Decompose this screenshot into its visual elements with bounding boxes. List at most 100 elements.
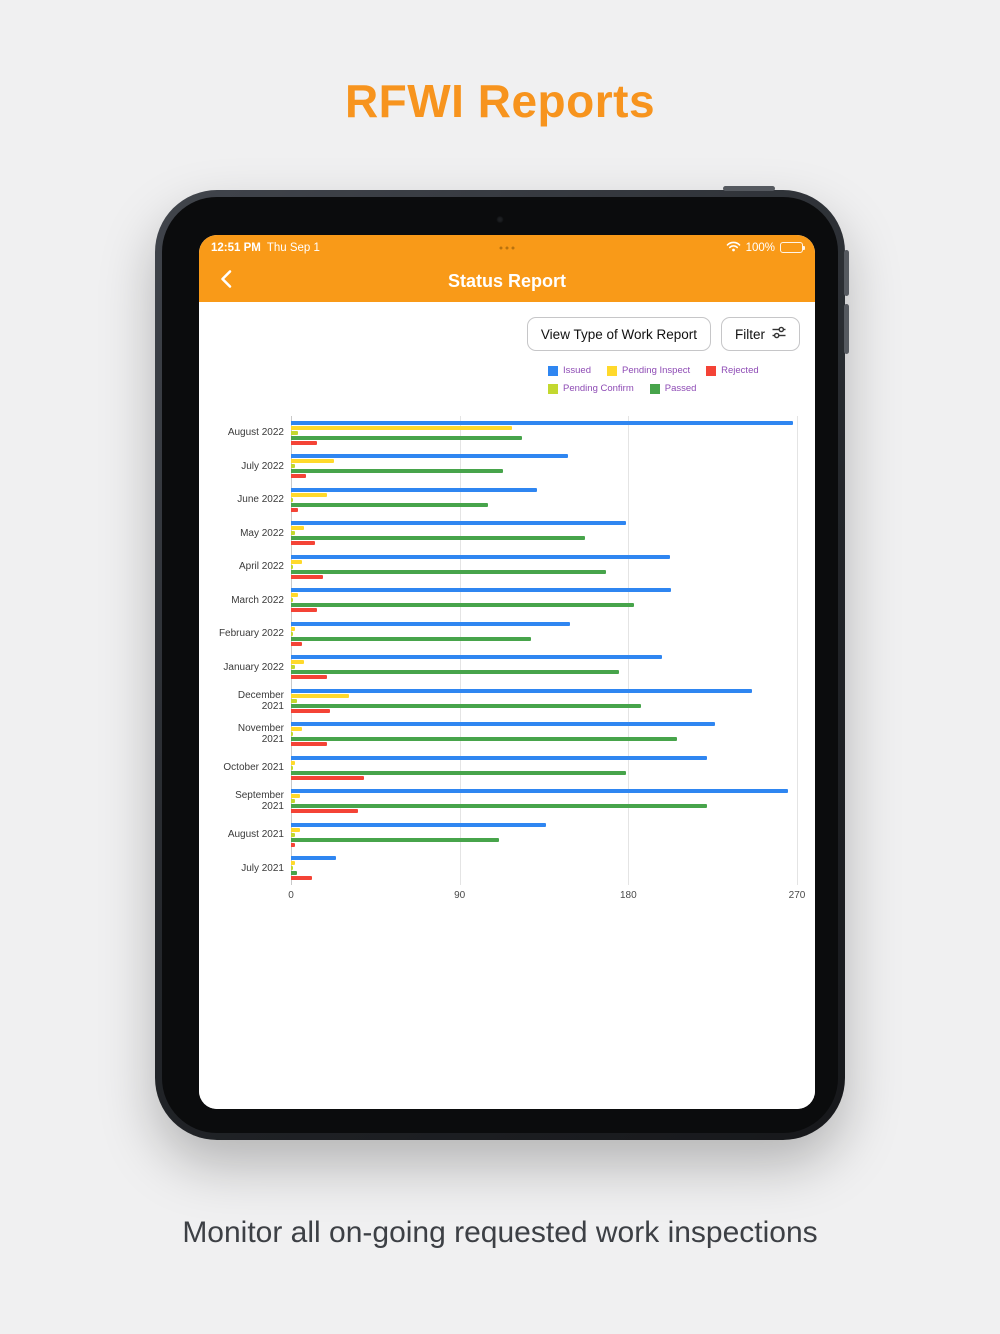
- category-label: December 2021: [237, 689, 284, 712]
- category-label: November 2021: [237, 723, 284, 746]
- x-axis-labels: 0 90 180 270: [288, 885, 805, 905]
- bar-pending-confirm: [291, 866, 293, 871]
- toolbar: View Type of Work Report Filter: [199, 317, 815, 351]
- volume-up-button: [844, 250, 849, 296]
- bar-pending-inspect: [291, 425, 513, 430]
- gridline: [797, 416, 798, 885]
- chart-row: August 2022: [213, 416, 797, 450]
- bar-issued: [291, 822, 546, 827]
- ipad-mockup: 12:51 PM Thu Sep 1 100%: [155, 186, 849, 1140]
- category-label: October 2021: [223, 762, 284, 774]
- bar-pending-confirm: [291, 698, 297, 703]
- legend-swatch-icon: [607, 365, 617, 376]
- bar-passed: [291, 871, 297, 876]
- bar-pending-inspect: [291, 492, 327, 497]
- bar-group: [291, 521, 797, 546]
- bar-pending-inspect: [291, 727, 303, 732]
- bar-issued: [291, 655, 663, 660]
- bar-pending-confirm: [291, 765, 293, 770]
- gridline: [459, 416, 461, 885]
- chart-row: January 2022: [213, 651, 797, 685]
- ipad-bezel: 12:51 PM Thu Sep 1 100%: [162, 197, 838, 1133]
- bar-group: [291, 487, 797, 512]
- category-label: May 2022: [240, 527, 284, 539]
- status-date: Thu Sep 1: [266, 241, 320, 254]
- legend-item-rejected: Rejected: [706, 365, 759, 376]
- battery-icon: [780, 242, 805, 253]
- legend-item-issued: Issued: [548, 365, 591, 376]
- back-button[interactable]: [209, 260, 243, 302]
- chart-row: July 2022: [213, 450, 797, 484]
- chart-row: October 2021: [213, 751, 797, 785]
- bar-pending-inspect: [291, 459, 335, 464]
- status-left: 12:51 PM Thu Sep 1: [211, 242, 320, 254]
- chart-row: August 2021: [213, 818, 797, 852]
- bar-passed: [291, 703, 642, 708]
- bar-rejected: [291, 876, 312, 881]
- chart-row: May 2022: [213, 517, 797, 551]
- category-label: February 2022: [218, 628, 284, 640]
- filter-button[interactable]: Filter: [721, 317, 800, 351]
- bar-passed: [291, 569, 606, 574]
- bar-pending-confirm: [291, 497, 293, 502]
- bar-group: [291, 856, 797, 881]
- bar-pending-inspect: [291, 526, 305, 531]
- bar-passed: [291, 536, 586, 541]
- nav-title: Status Report: [447, 270, 566, 291]
- bar-issued: [291, 688, 753, 693]
- bar-pending-confirm: [291, 631, 293, 636]
- content-area: View Type of Work Report Filter: [199, 302, 815, 1109]
- chart-row: April 2022: [213, 550, 797, 584]
- bar-pending-inspect: [291, 626, 295, 631]
- bar-group: [291, 789, 797, 814]
- bar-rejected: [291, 742, 327, 747]
- chart-row: June 2022: [213, 483, 797, 517]
- category-label: August 2022: [227, 427, 284, 439]
- bar-pending-inspect: [291, 693, 350, 698]
- bar-rejected: [291, 474, 306, 479]
- bar-rejected: [291, 675, 327, 680]
- bar-passed: [291, 603, 634, 608]
- gridline: [628, 416, 630, 885]
- bar-issued: [291, 621, 571, 626]
- chevron-left-icon: [219, 269, 233, 294]
- legend-label: Issued: [563, 365, 591, 376]
- bar-pending-confirm: [291, 598, 293, 603]
- x-tick-label: 180: [619, 890, 637, 901]
- bar-rejected: [291, 641, 303, 646]
- bar-group: [291, 688, 797, 713]
- legend-label: Pending Inspect: [622, 365, 691, 376]
- bar-group: [291, 822, 797, 847]
- chart-row: December 2021: [213, 684, 797, 718]
- view-type-of-work-report-button[interactable]: View Type of Work Report: [526, 317, 711, 351]
- status-time: 12:51 PM: [211, 241, 261, 254]
- legend-swatch-icon: [548, 383, 558, 394]
- page-caption: Monitor all on-going requested work insp…: [182, 1216, 818, 1249]
- bar-pending-confirm: [291, 799, 295, 804]
- legend-item-passed: Passed: [649, 383, 696, 394]
- bar-pending-confirm: [291, 564, 293, 569]
- bar-issued: [291, 454, 569, 459]
- x-tick-label: 270: [788, 890, 806, 901]
- category-label: September 2021: [235, 790, 284, 813]
- bar-group: [291, 554, 797, 579]
- legend-swatch-icon: [649, 383, 660, 394]
- bar-issued: [291, 789, 788, 794]
- chart-rows: August 2022 July 2022 June 2022 May 2022 Apr…: [213, 416, 797, 885]
- bar-rejected: [291, 507, 299, 512]
- bar-passed: [291, 636, 531, 641]
- chart-row: September 2021: [213, 785, 797, 819]
- bar-pending-inspect: [291, 827, 301, 832]
- bar-pending-inspect: [291, 794, 301, 799]
- power-button: [723, 186, 775, 191]
- bar-pending-inspect: [291, 593, 299, 598]
- bar-pending-confirm: [291, 732, 293, 737]
- bar-rejected: [291, 708, 331, 713]
- status-ellipsis-icon: [499, 246, 515, 249]
- bar-passed: [291, 469, 503, 474]
- bar-pending-confirm: [291, 430, 299, 435]
- bar-rejected: [291, 608, 318, 613]
- legend-swatch-icon: [548, 365, 558, 376]
- bar-passed: [291, 737, 678, 742]
- volume-down-button: [844, 304, 849, 354]
